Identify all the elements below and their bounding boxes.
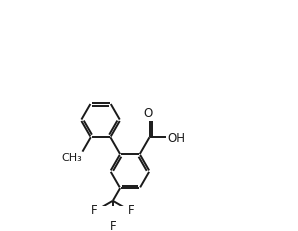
Text: O: O [144, 106, 153, 119]
Text: CH₃: CH₃ [62, 153, 83, 163]
Text: F: F [109, 219, 116, 231]
Text: F: F [91, 203, 97, 216]
Text: OH: OH [167, 131, 185, 144]
Text: F: F [128, 203, 135, 216]
